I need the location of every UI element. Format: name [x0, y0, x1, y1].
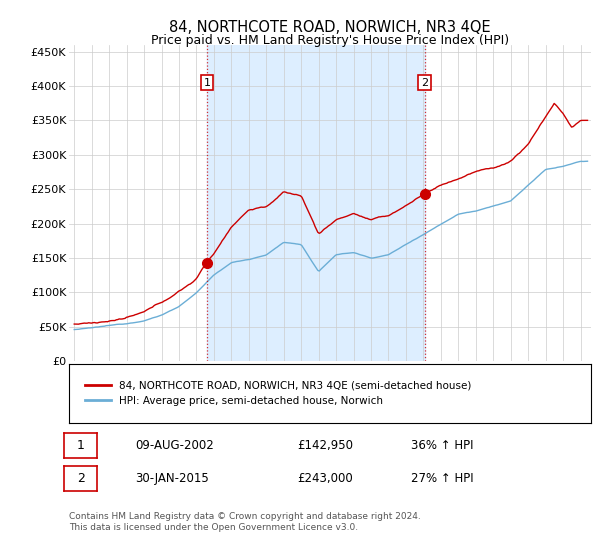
Text: 30-JAN-2015: 30-JAN-2015 — [135, 472, 209, 486]
Text: Contains HM Land Registry data © Crown copyright and database right 2024.
This d: Contains HM Land Registry data © Crown c… — [69, 512, 421, 532]
Text: 27% ↑ HPI: 27% ↑ HPI — [411, 472, 473, 486]
Text: £243,000: £243,000 — [297, 472, 353, 486]
Text: 2: 2 — [421, 78, 428, 87]
Legend: 84, NORTHCOTE ROAD, NORWICH, NR3 4QE (semi-detached house), HPI: Average price, : 84, NORTHCOTE ROAD, NORWICH, NR3 4QE (se… — [79, 376, 476, 411]
Text: 84, NORTHCOTE ROAD, NORWICH, NR3 4QE: 84, NORTHCOTE ROAD, NORWICH, NR3 4QE — [169, 20, 491, 35]
Text: 36% ↑ HPI: 36% ↑ HPI — [411, 438, 473, 452]
Text: £142,950: £142,950 — [297, 438, 353, 452]
Text: 09-AUG-2002: 09-AUG-2002 — [135, 438, 214, 452]
Text: 1: 1 — [203, 78, 211, 87]
Text: 1: 1 — [77, 438, 85, 452]
Text: Price paid vs. HM Land Registry's House Price Index (HPI): Price paid vs. HM Land Registry's House … — [151, 34, 509, 46]
Bar — [207, 45, 425, 361]
Text: 2: 2 — [77, 472, 85, 486]
